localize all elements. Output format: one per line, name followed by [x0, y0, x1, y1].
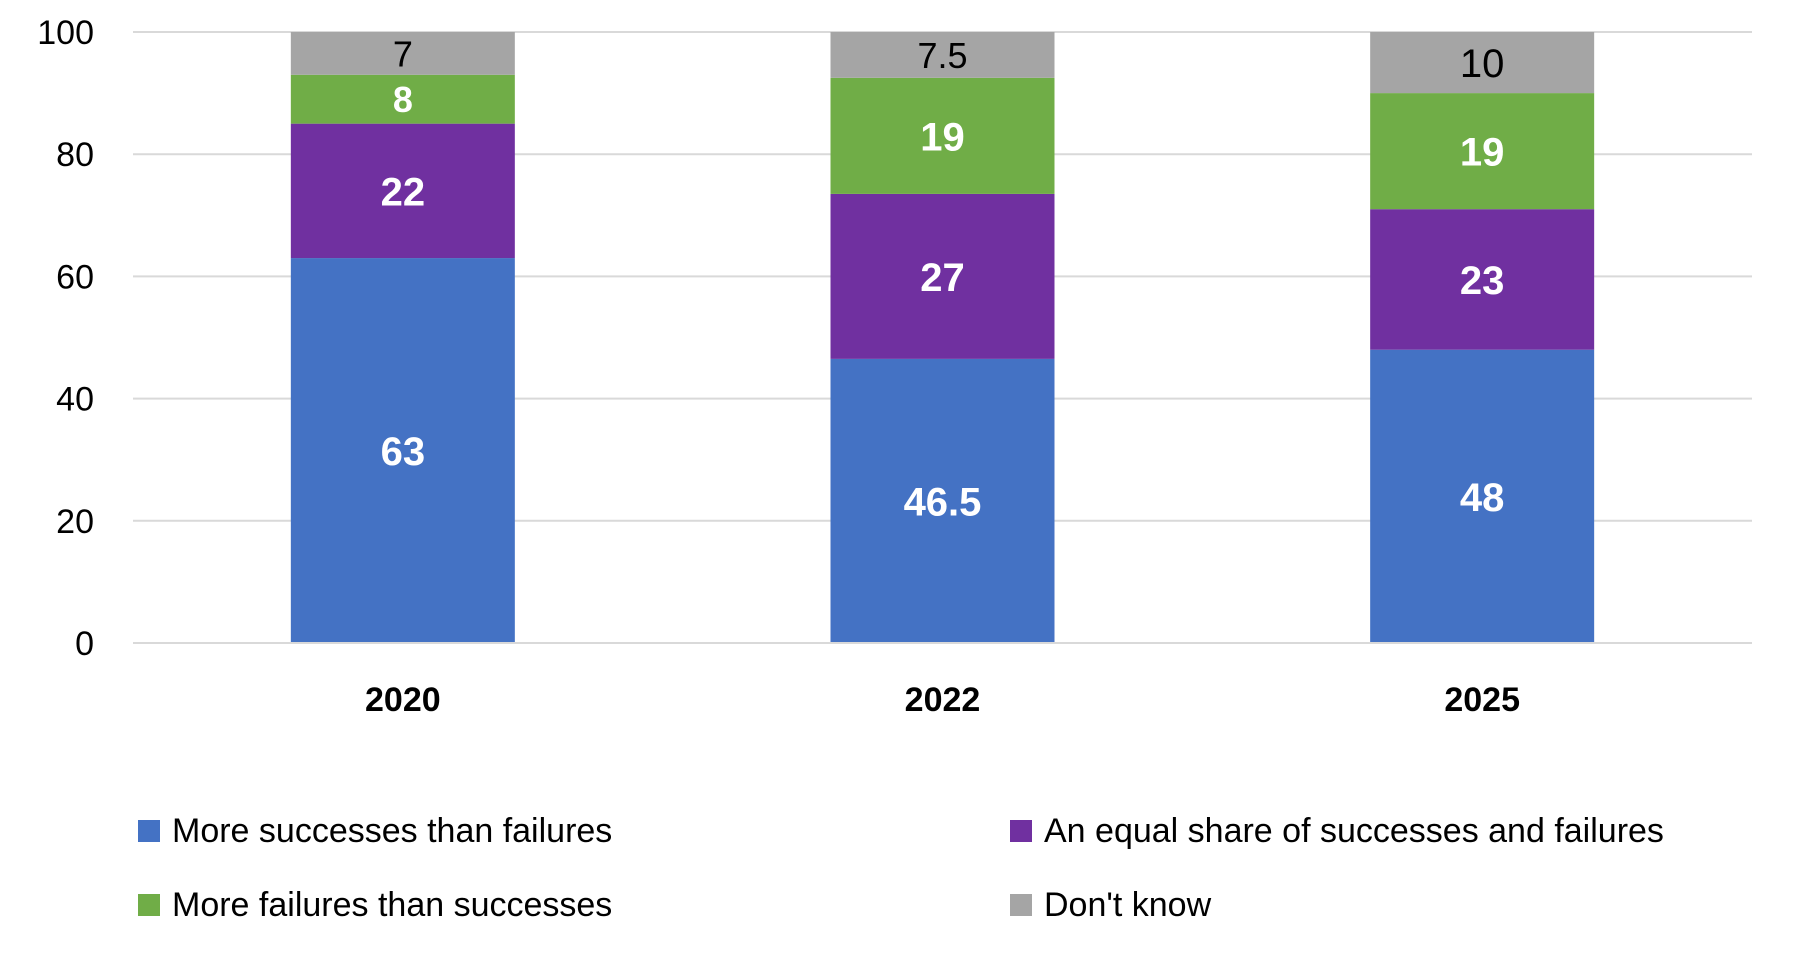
legend-swatch-more-failures [138, 894, 160, 916]
x-tick-label-2020: 2020 [365, 681, 441, 719]
y-tick-label-0: 0 [75, 625, 94, 663]
bar-2025-series-3 [1370, 32, 1595, 94]
x-axis: 2020 2022 2025 [133, 642, 1752, 719]
bar-2020-series-2 [290, 74, 515, 124]
bar-2020-series-1 [290, 123, 515, 259]
legend-swatch-dont-know [1010, 894, 1032, 916]
data-label-2025-series-2: 19 [1460, 131, 1505, 175]
bars: 63 22 8 7 46.5 27 19 7.5 48 23 19 10 [290, 32, 1595, 643]
y-tick-label-100: 100 [37, 14, 94, 52]
x-tick-label-2025: 2025 [1444, 681, 1520, 719]
bar-2020-series-0 [290, 258, 515, 643]
bar-2025-series-1 [1370, 209, 1595, 350]
data-label-2020-series-2: 8 [393, 79, 413, 120]
bar-2022-series-1 [830, 193, 1055, 359]
x-tick-label-2022: 2022 [905, 681, 981, 719]
legend: More successes than failures An equal sh… [120, 800, 1760, 950]
y-tick-label-60: 60 [56, 258, 94, 296]
bar-2022-series-3 [830, 32, 1055, 78]
data-label-2020-series-1: 22 [381, 170, 426, 214]
data-label-2022-series-1: 27 [920, 256, 965, 300]
legend-item-dont-know: Don't know [1010, 880, 1211, 930]
data-label-2025-series-0: 48 [1460, 476, 1505, 520]
legend-label: More successes than failures [172, 811, 613, 850]
legend-label: More failures than successes [172, 885, 613, 924]
legend-swatch-equal-share [1010, 820, 1032, 842]
legend-item-more-failures: More failures than successes [138, 880, 612, 930]
legend-swatch-more-successes [138, 820, 160, 842]
bar-2022-series-0 [830, 358, 1055, 643]
data-label-2025-series-3: 10 [1460, 42, 1505, 86]
y-tick-label-80: 80 [56, 136, 94, 174]
data-label-2025-series-1: 23 [1460, 259, 1505, 303]
bar-2022-series-2 [830, 77, 1055, 194]
y-tick-label-20: 20 [56, 503, 94, 541]
data-label-2020-series-0: 63 [381, 430, 426, 474]
legend-label: An equal share of successes and failures [1044, 811, 1664, 850]
bar-2020-series-3 [290, 32, 515, 75]
legend-label: Don't know [1044, 885, 1212, 924]
y-axis: 0 20 40 60 80 100 [37, 14, 94, 663]
legend-item-equal-share: An equal share of successes and failures [1010, 806, 1664, 856]
data-label-2020-series-3: 7 [393, 33, 413, 74]
y-tick-label-40: 40 [56, 381, 94, 419]
bar-2025-series-2 [1370, 93, 1595, 210]
data-label-2022-series-0: 46.5 [904, 480, 982, 524]
legend-item-more-successes: More successes than failures [138, 806, 612, 856]
stacked-bar-chart: 0 20 40 60 80 100 63 22 8 7 46.5 27 19 7.5 48 23 19 10 2… [37, 14, 1752, 719]
bar-2025-series-0 [1370, 349, 1595, 643]
data-label-2022-series-3: 7.5 [917, 35, 967, 76]
data-label-2022-series-2: 19 [920, 115, 965, 159]
